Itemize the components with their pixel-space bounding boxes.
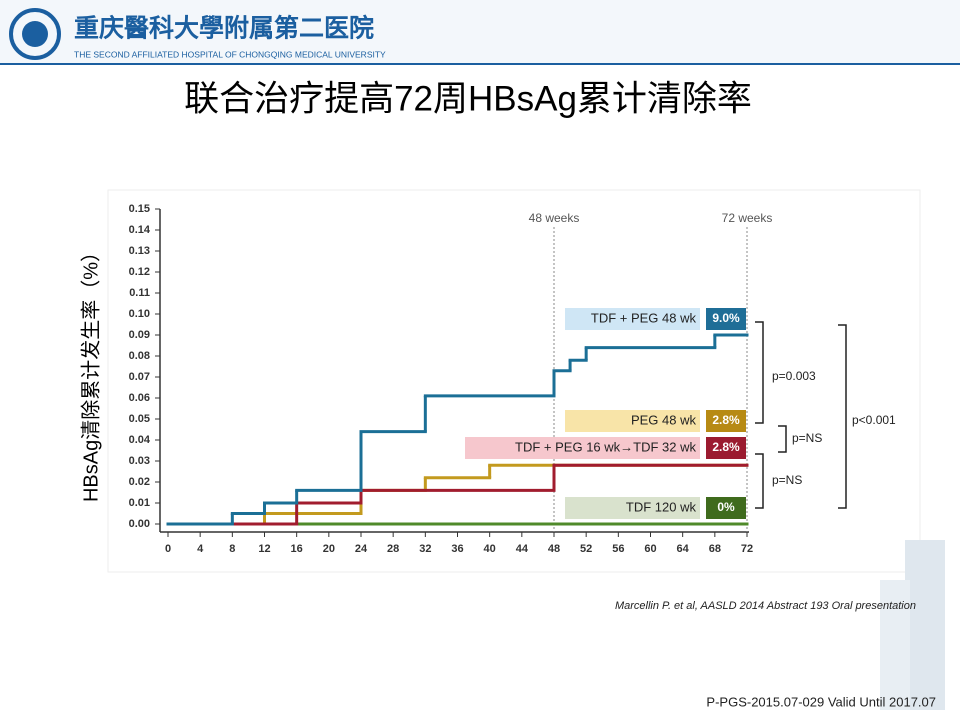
citation: Marcellin P. et al, AASLD 2014 Abstract … — [615, 600, 916, 612]
y-tick-label: 0.09 — [129, 329, 150, 341]
building — [880, 580, 910, 710]
x-tick-label: 16 — [291, 543, 303, 555]
x-tick-label: 32 — [419, 543, 431, 555]
footer-code: P-PGS-2015.07-029 Valid Until 2017.07 — [706, 694, 936, 709]
x-tick-label: 20 — [323, 543, 335, 555]
y-tick-label: 0.14 — [129, 224, 151, 236]
end-label-box — [706, 308, 746, 330]
y-tick-label: 0.13 — [129, 245, 150, 257]
header-band — [0, 0, 960, 64]
y-tick-label: 0.02 — [129, 476, 150, 488]
legend-box — [465, 437, 700, 459]
x-tick-label: 52 — [580, 543, 592, 555]
y-tick-label: 0.05 — [129, 413, 150, 425]
x-tick-label: 72 — [741, 543, 753, 555]
p-value: p=NS — [792, 431, 822, 445]
legend-box — [565, 308, 700, 330]
plot: 0.00 0.01 0.02 0.03 0.04 0.05 0.06 0.07 0.08 0.09… — [129, 203, 896, 555]
chart-panel — [107, 189, 921, 573]
x-tick-label: 60 — [644, 543, 656, 555]
y-tick-label: 0.12 — [129, 266, 150, 278]
y-tick-label: 0.04 — [129, 434, 151, 446]
p-value: p=0.003 — [772, 369, 816, 383]
end-label: 0% — [717, 500, 735, 514]
p-value: p=NS — [772, 473, 802, 487]
y-tick-label: 0.15 — [129, 203, 150, 215]
reference-label: 48 weeks — [529, 211, 580, 225]
y-tick-label: 0.03 — [129, 455, 150, 467]
end-label-box — [706, 437, 746, 459]
legend-label: TDF + PEG 48 wk — [591, 310, 697, 325]
bracket — [755, 321, 764, 424]
bracket — [755, 453, 764, 509]
bracket — [838, 324, 847, 509]
x-tick-label: 12 — [258, 543, 270, 555]
x-tick-label: 24 — [355, 543, 368, 555]
x-tick-label: 8 — [229, 543, 235, 555]
x-tick-label: 0 — [165, 543, 171, 555]
legend-label: PEG 48 wk — [631, 412, 697, 427]
y-tick-label: 0.10 — [129, 308, 150, 320]
y-tick-label: 0.06 — [129, 392, 150, 404]
y-tick-label: 0.08 — [129, 350, 150, 362]
y-tick-label: 0.11 — [129, 287, 150, 299]
x-tick-label: 44 — [516, 543, 529, 555]
x-tick-label: 64 — [677, 543, 690, 555]
legend-box — [565, 410, 700, 432]
y-tick-label: 0.01 — [129, 497, 150, 509]
x-tick-label: 48 — [548, 543, 560, 555]
x-tick-label: 56 — [612, 543, 624, 555]
x-tick-label: 4 — [197, 543, 204, 555]
end-label-box — [706, 410, 746, 432]
logo-en: THE SECOND AFFILIATED HOSPITAL OF CHONGQ… — [74, 49, 386, 59]
legend-label: TDF + PEG 16 wk→TDF 32 wk — [515, 439, 696, 454]
end-label-box — [706, 497, 746, 519]
slide-title: 联合治疗提高72周HBsAg累计清除率 — [184, 79, 752, 118]
y-axis-label: HBsAg清除累计发生率（%） — [79, 242, 102, 502]
end-label: 2.8% — [712, 440, 740, 454]
legend-label: TDF 120 wk — [626, 499, 697, 514]
y-tick-label: 0.07 — [129, 371, 150, 383]
logo-cn: 重庆醫科大學附属第二医院 — [74, 14, 374, 43]
p-value: p<0.001 — [852, 413, 896, 427]
building — [905, 540, 945, 710]
x-tick-label: 28 — [387, 543, 399, 555]
x-tick-label: 40 — [484, 543, 496, 555]
end-label: 2.8% — [712, 413, 740, 427]
x-tick-label: 68 — [709, 543, 721, 555]
reference-label: 72 weeks — [722, 211, 773, 225]
bracket — [778, 425, 787, 453]
logo-core — [22, 21, 48, 47]
x-tick-label: 36 — [451, 543, 463, 555]
legend-box — [565, 497, 700, 519]
y-tick-label: 0.00 — [129, 518, 150, 530]
logo — [9, 8, 61, 60]
end-label: 9.0% — [712, 311, 740, 325]
